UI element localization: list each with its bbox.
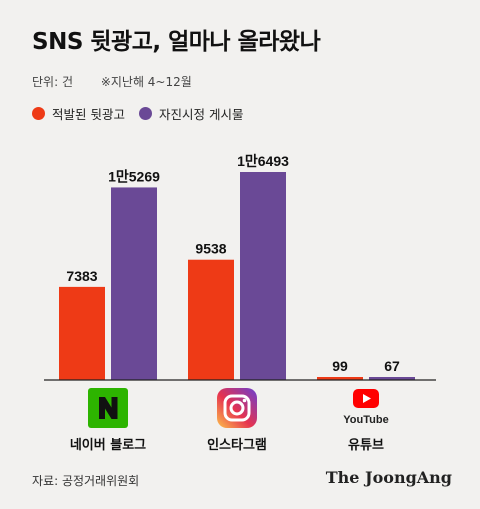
legend: 적발된 뒷광고 자진시정 게시물 bbox=[32, 104, 257, 123]
data-label-reported-2: 99 bbox=[332, 358, 348, 374]
instagram-icon bbox=[217, 388, 257, 428]
bar-reported-2 bbox=[317, 377, 363, 380]
bar-corrected-0 bbox=[111, 187, 157, 380]
platform-instagram: 인스타그램 bbox=[177, 388, 297, 453]
naver-icon bbox=[88, 388, 128, 428]
legend-item-reported: 적발된 뒷광고 bbox=[32, 104, 125, 123]
bar-reported-1 bbox=[188, 259, 234, 380]
bar-corrected-1 bbox=[240, 172, 286, 380]
legend-swatch-purple bbox=[138, 107, 152, 120]
unit-label: 단위: 건 bbox=[32, 75, 73, 89]
platform-naver: 네이버 블로그 bbox=[48, 388, 168, 453]
platform-youtube: YouTube 유튜브 bbox=[306, 388, 426, 453]
data-label-corrected-2: 67 bbox=[384, 358, 400, 374]
source-note: 자료: 공정거래위원회 bbox=[32, 474, 140, 488]
platform-label-youtube: 유튜브 bbox=[348, 438, 384, 453]
data-label-reported-1: 9538 bbox=[195, 241, 226, 257]
data-label-corrected-0: 1만5269 bbox=[108, 168, 160, 184]
data-label-reported-0: 7383 bbox=[66, 268, 97, 284]
brand-logo: The JoongAng bbox=[325, 468, 452, 487]
platform-label-instagram: 인스타그램 bbox=[207, 438, 267, 453]
period-label: ※지난해 4~12월 bbox=[100, 75, 192, 89]
legend-swatch-red bbox=[32, 107, 45, 120]
youtube-logo-text: YouTube bbox=[343, 414, 388, 426]
legend-label-corrected: 자진시정 게시물 bbox=[158, 107, 244, 122]
legend-item-corrected: 자진시정 게시물 bbox=[138, 104, 244, 123]
data-label-corrected-1: 1만6493 bbox=[237, 153, 289, 169]
legend-label-reported: 적발된 뒷광고 bbox=[52, 107, 125, 122]
chart-title: SNS 뒷광고, 얼마나 올라왔나 bbox=[32, 29, 321, 55]
chart-meta: 단위: 건 ※지난해 4~12월 bbox=[32, 73, 192, 90]
youtube-icon: YouTube bbox=[343, 389, 389, 426]
platform-label-naver: 네이버 블로그 bbox=[69, 438, 147, 453]
bar-corrected-2 bbox=[369, 377, 415, 380]
bar-reported-0 bbox=[59, 286, 105, 380]
